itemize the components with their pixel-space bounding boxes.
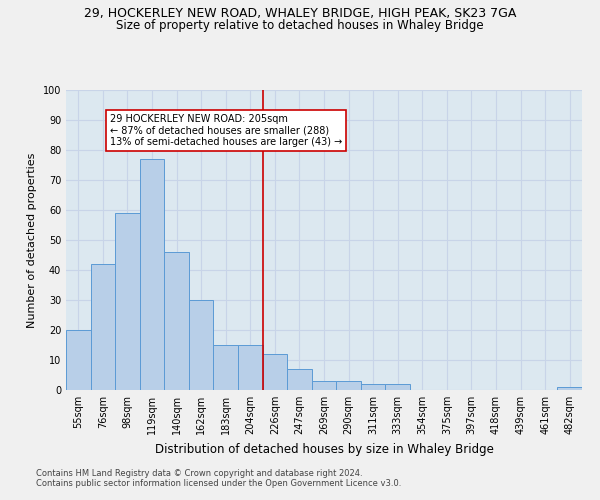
Bar	[361, 384, 385, 390]
Bar	[214, 345, 238, 390]
Text: Distribution of detached houses by size in Whaley Bridge: Distribution of detached houses by size …	[155, 442, 493, 456]
Bar	[312, 381, 336, 390]
Text: Size of property relative to detached houses in Whaley Bridge: Size of property relative to detached ho…	[116, 19, 484, 32]
Bar	[557, 387, 582, 390]
Bar	[189, 300, 214, 390]
Bar	[287, 369, 312, 390]
Text: Contains HM Land Registry data © Crown copyright and database right 2024.: Contains HM Land Registry data © Crown c…	[36, 468, 362, 477]
Text: Contains public sector information licensed under the Open Government Licence v3: Contains public sector information licen…	[36, 478, 401, 488]
Y-axis label: Number of detached properties: Number of detached properties	[27, 152, 37, 328]
Bar	[336, 381, 361, 390]
Bar	[164, 252, 189, 390]
Bar	[385, 384, 410, 390]
Text: 29, HOCKERLEY NEW ROAD, WHALEY BRIDGE, HIGH PEAK, SK23 7GA: 29, HOCKERLEY NEW ROAD, WHALEY BRIDGE, H…	[84, 8, 516, 20]
Bar	[91, 264, 115, 390]
Bar	[66, 330, 91, 390]
Bar	[115, 213, 140, 390]
Text: 29 HOCKERLEY NEW ROAD: 205sqm
← 87% of detached houses are smaller (288)
13% of : 29 HOCKERLEY NEW ROAD: 205sqm ← 87% of d…	[110, 114, 343, 147]
Bar	[238, 345, 263, 390]
Bar	[263, 354, 287, 390]
Bar	[140, 159, 164, 390]
